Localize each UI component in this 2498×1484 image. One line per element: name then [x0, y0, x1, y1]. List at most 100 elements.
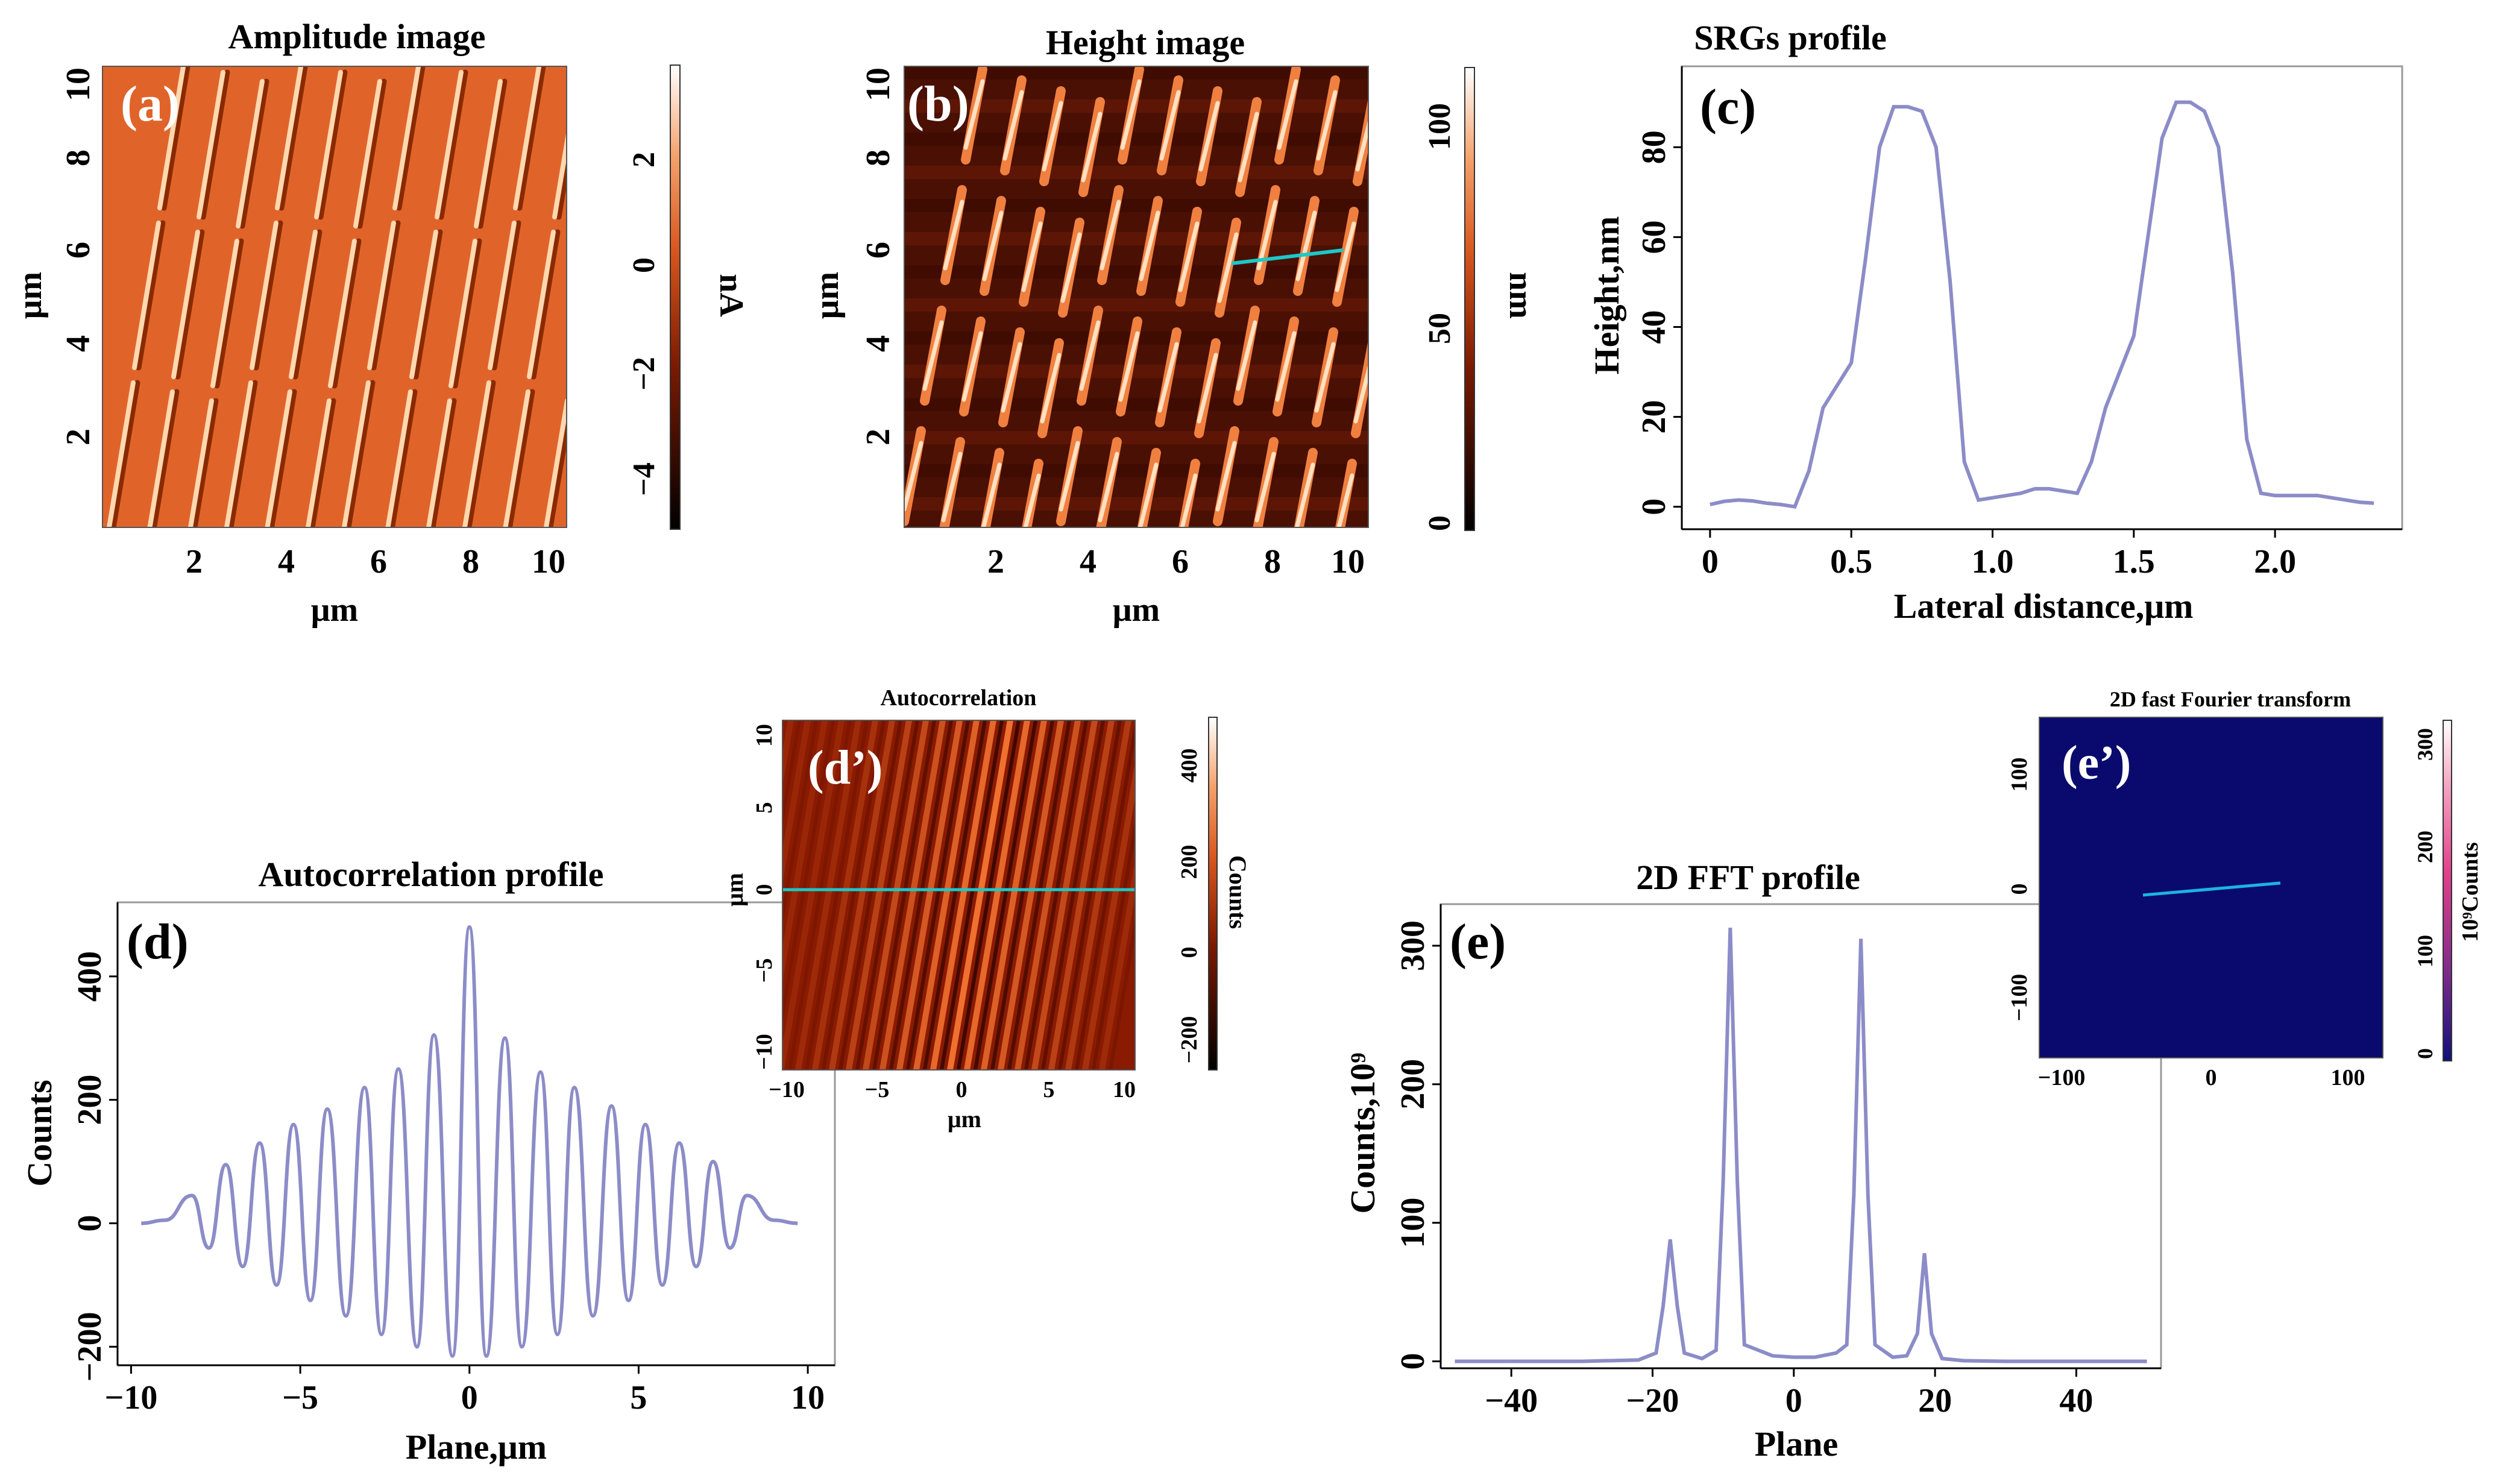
amplitude-stripe-highlight: [197, 70, 225, 219]
panel-b-ytick: 10: [860, 68, 897, 101]
amplitude-stripe-shadow: [357, 78, 387, 229]
panel-b-xtick: 4: [1080, 543, 1096, 580]
y-tick-label: −200: [71, 1312, 109, 1382]
autocorrelation-fringe-dark: [906, 720, 970, 1070]
height-ridge-core: [1198, 101, 1220, 172]
amplitude-stripe-shadow: [345, 380, 376, 527]
height-background-band: [904, 431, 1368, 444]
panel-d2-colorbar: [1208, 717, 1218, 1071]
panel-d2-label: (d’): [808, 741, 882, 794]
amplitude-stripe-shadow: [161, 66, 190, 211]
panel-b-xtick: 2: [987, 543, 1004, 580]
amplitude-stripe-shadow: [438, 69, 468, 220]
amplitude-stripe-highlight: [594, 81, 618, 226]
panel-d2-stripes: [782, 720, 1135, 1070]
amplitude-stripe-highlight: [367, 221, 396, 370]
autocorrelation-fringe: [1082, 762, 1135, 1070]
amplitude-stripe-highlight: [250, 221, 278, 370]
amplitude-stripe-shadow: [430, 398, 457, 527]
height-ridge-core: [1215, 441, 1237, 512]
amplitude-stripe-shadow: [396, 66, 426, 211]
height-background-band: [904, 497, 1368, 511]
x-tick-label: 20: [1918, 1382, 1952, 1420]
panel-d-title: Autocorrelation profile: [259, 855, 604, 894]
panel-c: SRGs profile (c) 0 0.5 1.0 1.5 2.0020406080 …: [1587, 18, 2403, 626]
panel-d2-cbtick: 200: [1177, 845, 1202, 879]
panel-b-cbtick: 100: [1423, 103, 1457, 150]
height-ridge-core: [1023, 473, 1041, 527]
height-ridge-core: [1353, 363, 1368, 424]
panel-a: Amplitude image (a) 2 4 6 8 10 μm 2 4 6 …: [11, 17, 750, 629]
panel-d2-xticks: −10 −5 0 5 10: [769, 1077, 1136, 1102]
autocorrelation-fringe: [795, 720, 861, 1070]
panel-d2-ytick: 10: [752, 724, 777, 747]
panel-b-ytick: 6: [860, 242, 897, 259]
panel-a-xtick: 2: [186, 543, 203, 580]
panel-d2-xtick: 0: [956, 1077, 967, 1102]
amplitude-stripe-highlight: [328, 239, 357, 388]
height-ridge: [1395, 310, 1412, 401]
amplitude-stripe-shadow: [573, 241, 597, 386]
amplitude-stripe-shadow: [136, 220, 166, 371]
panel-b-ylabel: μm: [808, 272, 846, 319]
autocorrelation-fringe: [930, 720, 996, 1070]
amplitude-stripe-highlight: [132, 221, 161, 370]
panel-a-colorbar-label: nA: [713, 274, 750, 317]
height-ridge-core: [1178, 221, 1200, 292]
autocorrelation-fringe-dark: [889, 720, 953, 1070]
autocorrelation-fringe: [947, 720, 1013, 1070]
amplitude-stripe-shadow: [413, 229, 443, 380]
amplitude-stripe-highlight: [157, 66, 186, 210]
amplitude-stripe-highlight: [353, 79, 382, 228]
panel-d2-cbtick: 400: [1177, 749, 1202, 783]
height-ridge-core: [1314, 342, 1336, 413]
amplitude-stripe-shadow: [268, 389, 297, 527]
panel-c-plot-frame: [1681, 65, 2403, 530]
amplitude-stripe-shadow: [371, 220, 401, 371]
y-tick-label: 400: [71, 951, 109, 1002]
panel-a-ytick: 4: [60, 335, 97, 352]
panel-e-title: 2D FFT profile: [1636, 858, 1860, 897]
y-tick-label: 100: [1394, 1198, 1432, 1248]
panel-a-xtick: 6: [370, 543, 387, 580]
y-tick-label: 300: [1394, 920, 1432, 971]
panel-c-ticks: 0 0.5 1.0 1.5 2.0 0 20 40 60 80: [1635, 130, 2296, 580]
panel-e2-xticks: −100 0 100: [2038, 1065, 2365, 1090]
panel-a-xtick: 10: [532, 543, 565, 580]
height-ridge-core: [1157, 342, 1179, 413]
panel-d2-yticks: 10 5 0 −5 −10: [752, 724, 777, 1070]
panel-e2-image: [2039, 717, 2383, 1058]
autocorrelation-fringe: [879, 720, 946, 1070]
panel-a-colorbar: [670, 64, 681, 530]
height-ridge-core: [922, 320, 944, 391]
height-ridge-core: [963, 79, 985, 150]
amplitude-stripe-highlight: [224, 380, 253, 527]
height-background-band: [904, 265, 1368, 278]
amplitude-stripe-highlight: [488, 221, 517, 370]
height-ridge-core: [1042, 101, 1063, 172]
panel-d-label: (d): [127, 914, 189, 970]
height-ridge-core: [1275, 331, 1297, 402]
panel-e2-cbtick: 100: [2413, 935, 2437, 967]
autocorrelation-fringe: [998, 720, 1064, 1070]
panel-d2-frame: [782, 720, 1136, 1071]
y-tick-label: 80: [1635, 130, 1673, 164]
height-ridge-core: [1001, 342, 1022, 413]
panel-c-title: SRGs profile: [1694, 18, 1887, 57]
amplitude-stripe-shadow: [278, 66, 308, 211]
height-ridge-core: [1180, 473, 1198, 527]
autocorrelation-fringe-dark: [1109, 916, 1135, 1070]
amplitude-stripe-highlight: [314, 70, 343, 219]
amplitude-stripe-highlight: [385, 389, 413, 527]
panel-d2-xlabel: μm: [948, 1105, 981, 1133]
height-ridge-core: [943, 200, 964, 271]
amplitude-stripe-highlight: [409, 230, 438, 379]
autocorrelation-fringe: [812, 720, 878, 1070]
height-ridge-core: [1397, 114, 1414, 180]
panel-d2-xtick: −5: [865, 1077, 890, 1102]
autocorrelation-fringe: [846, 720, 912, 1070]
panel-d-series-line: [141, 925, 798, 1358]
autocorrelation-fringe: [782, 720, 845, 1070]
height-ridge-core: [1118, 331, 1140, 402]
height-ridge-core: [1236, 320, 1257, 391]
